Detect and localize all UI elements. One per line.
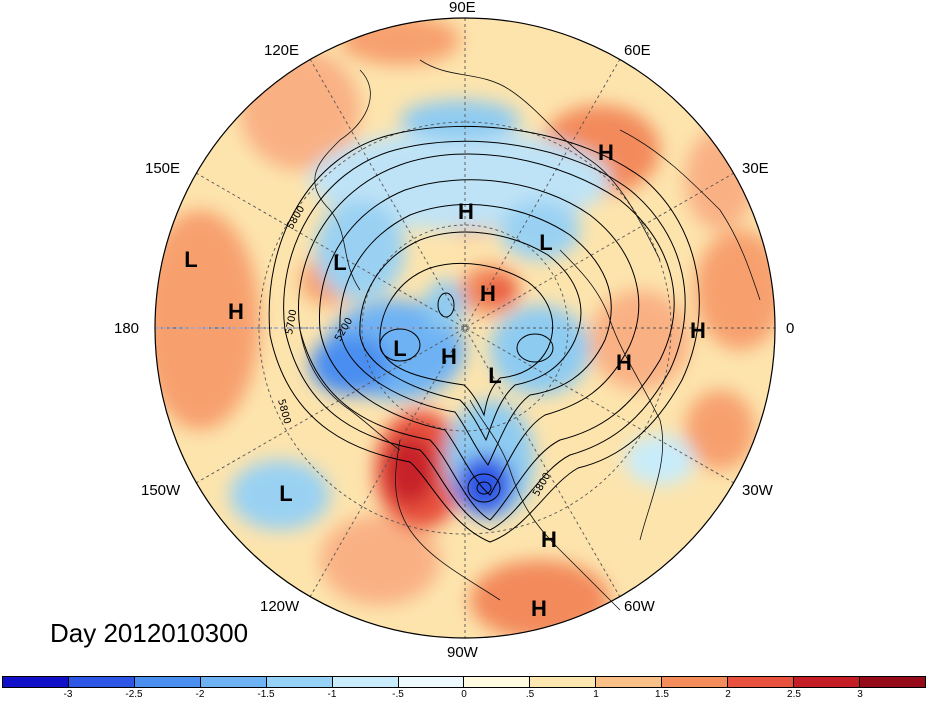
colorbar-swatch (464, 677, 531, 687)
colorbar-swatch (134, 677, 201, 687)
colorbar-swatch (332, 677, 399, 687)
lon-label-150e: 150E (145, 160, 181, 177)
colorbar-tick-label: 2 (725, 689, 731, 700)
colorbar-tick-label: 0 (461, 689, 467, 700)
colorbar-tick-label: .5 (525, 689, 535, 700)
lon-label-120e: 120E (264, 42, 300, 59)
lon-label-180: 180 (114, 320, 140, 337)
low-center-marker: L (333, 250, 346, 275)
pressure-centers: H H L L H L H L H H L H L H H (184, 140, 706, 621)
colorbar (2, 676, 926, 688)
high-center-marker: H (598, 140, 614, 165)
colorbar-tick-label: -2 (195, 689, 205, 700)
lon-label-150w: 150W (141, 482, 181, 499)
low-center-marker: L (393, 336, 406, 361)
colorbar-swatch (530, 677, 597, 687)
low-center-marker: L (279, 481, 292, 506)
colorbar-tick-label: 2.5 (787, 689, 801, 700)
colorbar-tick-label: -2.5 (125, 689, 143, 700)
high-center-marker: H (228, 299, 244, 324)
colorbar-tick-label: -.5 (392, 689, 404, 700)
low-center-marker: L (539, 230, 552, 255)
colorbar-swatch (794, 677, 860, 687)
high-center-marker: H (480, 281, 496, 306)
low-center-marker: L (184, 247, 197, 272)
high-center-marker: H (690, 318, 706, 343)
high-center-marker: H (441, 344, 457, 369)
colorbar-tick-label: -1 (327, 689, 337, 700)
contour-label: 5700 (284, 309, 299, 336)
high-center-marker: H (541, 527, 557, 552)
date-title: Day 2012010300 (50, 618, 249, 648)
low-center-marker: L (488, 363, 501, 388)
lon-label-90e: 90E (449, 0, 476, 16)
colorbar-swatch (200, 677, 267, 687)
colorbar-tick-label: -3 (63, 689, 73, 700)
lon-label-90w: 90W (447, 644, 478, 661)
colorbar-swatch (596, 677, 663, 687)
polar-map: 5800 5700 5200 5800 5800 H H L L H L H L… (154, 17, 776, 639)
colorbar-swatch (3, 677, 69, 687)
high-center-marker: H (531, 596, 547, 621)
colorbar-tick-label: 1 (593, 689, 599, 700)
lon-label-120w: 120W (260, 598, 300, 615)
lon-label-60e: 60E (624, 42, 651, 59)
lon-label-30w: 30W (742, 482, 773, 499)
coastlines (299, 59, 761, 611)
colorbar-swatch (68, 677, 135, 687)
lon-label-60w: 60W (624, 598, 655, 615)
colorbar-tick-label: 1.5 (655, 689, 669, 700)
anomaly-field (155, 18, 775, 638)
colorbar-swatch (728, 677, 795, 687)
colorbar-swatch (398, 677, 465, 687)
colorbar-tick-label: 3 (857, 689, 863, 700)
colorbar-swatch (662, 677, 729, 687)
map-boundary (154, 17, 776, 639)
colorbar-swatch (266, 677, 333, 687)
lon-label-30e: 30E (742, 160, 769, 177)
colorbar-tick-label: -1.5 (257, 689, 275, 700)
high-center-marker: H (458, 199, 474, 224)
height-contours (268, 125, 700, 543)
colorbar-swatch (859, 677, 925, 687)
high-center-marker: H (616, 350, 632, 375)
lon-label-0: 0 (786, 320, 795, 337)
